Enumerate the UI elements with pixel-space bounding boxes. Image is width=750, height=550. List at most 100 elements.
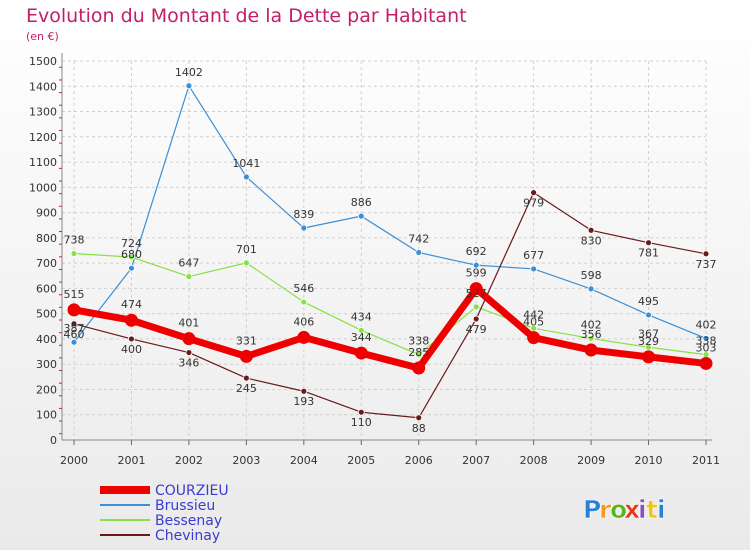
data-label-chevinay: 781 [638, 247, 659, 260]
data-point-bessenay [300, 298, 308, 306]
data-label-brussieu: 402 [696, 318, 717, 331]
data-point-bessenay [415, 351, 423, 358]
data-label-brussieu: 742 [408, 233, 429, 246]
y-tick-label: 600 [36, 282, 57, 295]
data-point-brussieu [415, 249, 423, 256]
data-label-brussieu: 680 [121, 248, 142, 261]
data-label-bessenay: 527 [466, 287, 487, 300]
data-point-bessenay [70, 250, 78, 257]
data-point-chevinay [70, 320, 78, 328]
data-point-courzieu [584, 343, 598, 357]
data-label-chevinay: 737 [696, 258, 717, 271]
data-label-brussieu: 692 [466, 245, 487, 258]
y-tick-label: 1000 [29, 181, 57, 194]
data-label-courzieu: 406 [293, 315, 314, 328]
y-tick-label: 100 [36, 409, 57, 422]
chart-title: Evolution du Montant de la Dette par Hab… [26, 5, 467, 27]
data-label-brussieu: 387 [64, 322, 85, 335]
data-label-bessenay: 738 [64, 234, 85, 247]
data-point-bessenay [587, 335, 595, 342]
data-point-brussieu [587, 285, 595, 293]
x-tick-label: 2005 [347, 454, 375, 467]
x-tick-label: 2006 [405, 454, 433, 467]
chart-subtitle: (en €) [26, 30, 59, 43]
data-label-brussieu: 598 [581, 269, 602, 282]
data-point-courzieu [642, 350, 656, 364]
data-label-courzieu: 344 [351, 331, 372, 344]
data-labels: 387 680 1402 1041 839 886 742 692 677 598 495 402 73… [64, 66, 717, 435]
data-label-chevinay: 479 [466, 323, 487, 336]
logo-letter: i [638, 495, 647, 524]
data-point-bessenay [128, 253, 135, 261]
legend-label-brussieu: Brussieu [155, 498, 215, 514]
data-point-courzieu [699, 356, 713, 370]
data-point-chevinay [472, 315, 480, 323]
data-label-chevinay: 245 [236, 382, 257, 395]
data-label-chevinay: 193 [293, 395, 314, 408]
y-tick-label: 500 [36, 308, 57, 321]
logo-letter: x [624, 495, 640, 524]
data-label-chevinay: 346 [178, 357, 199, 370]
legend-label-courzieu: COURZIEU [155, 483, 229, 499]
data-point-bessenay [185, 273, 193, 280]
grid-lines [62, 60, 707, 441]
data-point-courzieu [469, 282, 483, 296]
data-point-courzieu [182, 332, 196, 346]
data-label-chevinay: 110 [351, 416, 372, 429]
data-label-chevinay: 88 [412, 422, 426, 435]
data-label-courzieu: 515 [64, 288, 85, 301]
data-point-courzieu [412, 361, 426, 375]
data-label-courzieu: 329 [638, 335, 659, 348]
data-label-chevinay: 830 [581, 234, 602, 247]
axes: 0 100 200 300 400 500 600 700 800 900 1000 1100 1200… [29, 53, 720, 467]
y-tick-label: 0 [50, 434, 57, 447]
data-label-bessenay: 546 [293, 282, 314, 295]
series-lines [67, 82, 713, 422]
data-label-bessenay: 367 [638, 327, 659, 340]
data-point-chevinay [645, 239, 652, 247]
data-point-brussieu [300, 224, 308, 232]
legend-label-bessenay: Bessenay [155, 513, 222, 529]
series-line-bessenay [73, 252, 707, 356]
data-label-brussieu: 495 [638, 295, 659, 308]
data-label-brussieu: 1402 [175, 66, 203, 79]
data-label-bessenay: 647 [178, 257, 199, 270]
y-tick-label: 400 [36, 333, 57, 346]
x-tick-label: 2004 [290, 454, 318, 467]
data-label-chevinay: 400 [121, 343, 142, 356]
y-tick-label: 700 [36, 257, 57, 270]
data-label-courzieu: 331 [236, 334, 257, 347]
data-label-courzieu: 356 [581, 328, 602, 341]
x-tick-label: 2000 [60, 454, 88, 467]
data-point-chevinay [300, 387, 308, 395]
data-label-bessenay: 442 [523, 308, 544, 321]
data-point-brussieu [472, 261, 480, 269]
data-label-brussieu: 886 [351, 196, 372, 209]
data-point-chevinay [357, 408, 365, 416]
y-tick-label: 1400 [29, 80, 57, 93]
y-tick-label: 800 [36, 232, 57, 245]
data-point-brussieu [645, 311, 652, 319]
data-point-chevinay [242, 374, 250, 382]
data-label-brussieu: 839 [293, 208, 314, 221]
data-point-courzieu [354, 346, 368, 360]
data-point-bessenay [645, 343, 652, 351]
x-tick-label: 2011 [692, 454, 720, 467]
x-tick-label: 2001 [117, 454, 145, 467]
y-tick-label: 300 [36, 358, 57, 371]
y-tick-label: 200 [36, 383, 57, 396]
data-point-brussieu [357, 212, 365, 220]
data-label-courzieu: 401 [178, 317, 199, 330]
data-point-bessenay [472, 303, 480, 311]
x-tick-label: 2002 [175, 454, 203, 467]
data-label-courzieu: 303 [696, 341, 717, 354]
data-label-bessenay: 724 [121, 237, 142, 250]
data-point-chevinay [530, 189, 538, 197]
data-label-courzieu: 599 [466, 267, 487, 280]
series-line-brussieu [73, 85, 707, 343]
logo-letter: o [610, 495, 627, 524]
logo-letter: i [657, 495, 666, 524]
